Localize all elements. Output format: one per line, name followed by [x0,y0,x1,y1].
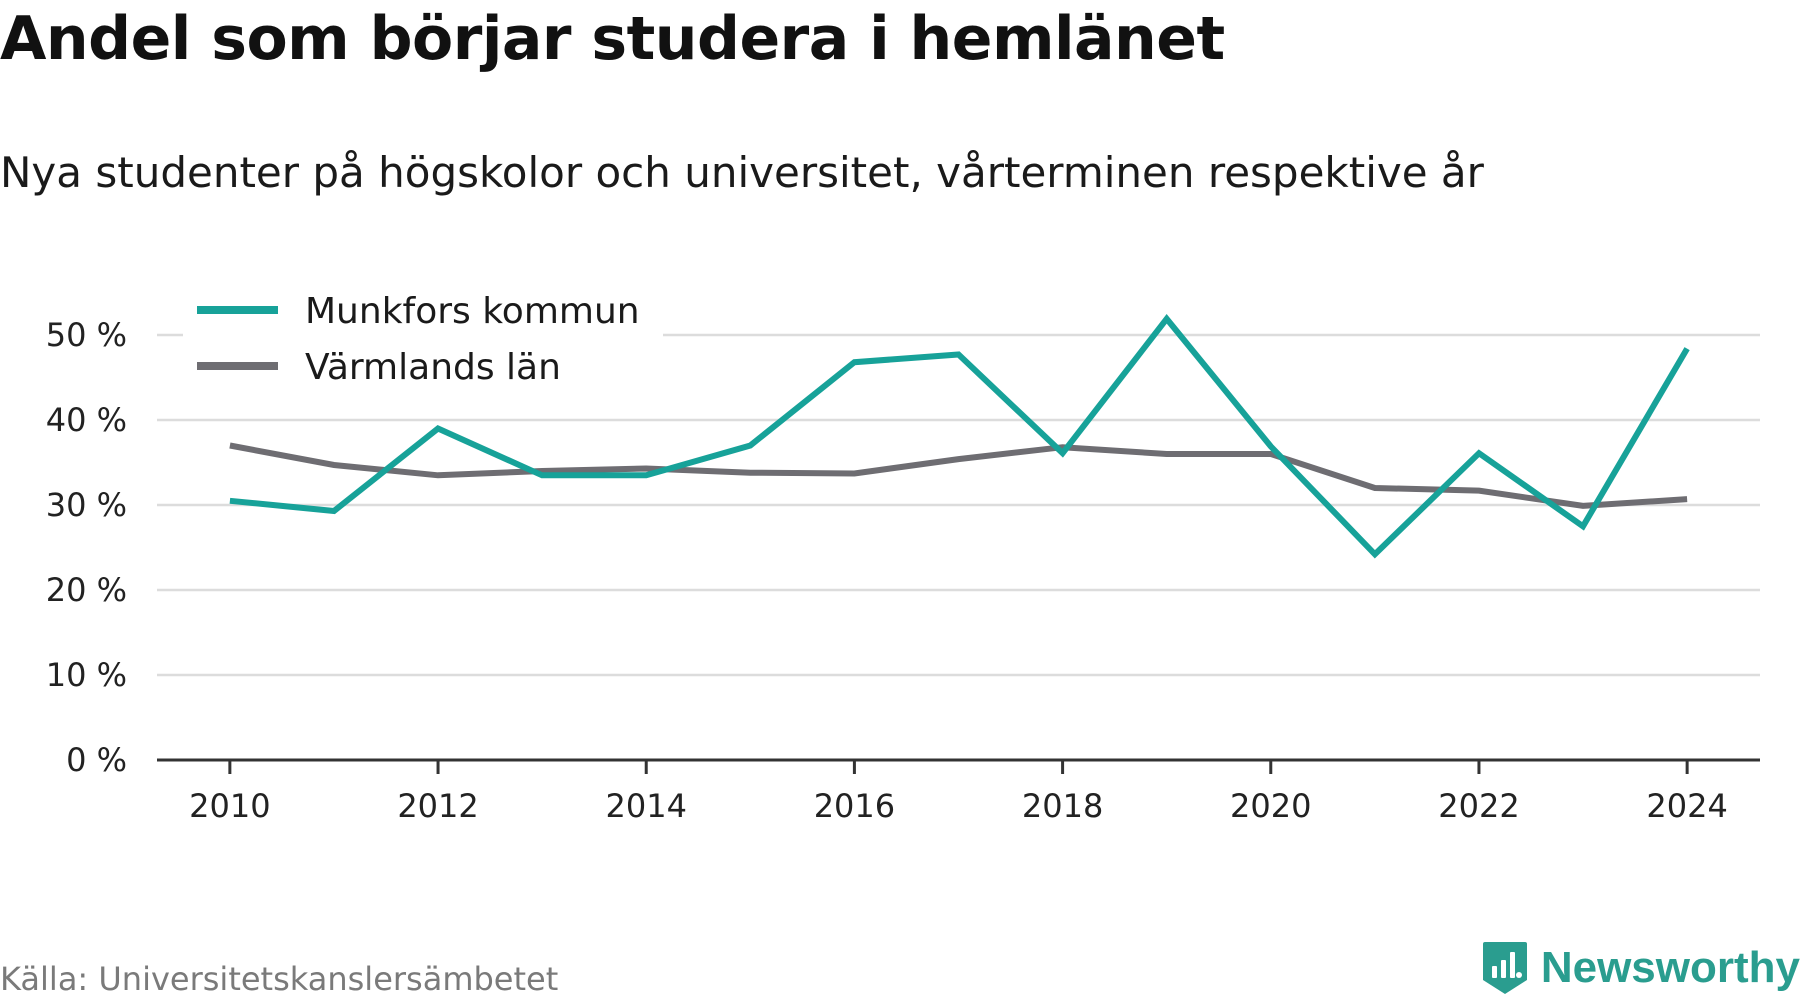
x-tick-label: 2022 [1438,787,1519,825]
source-note: Källa: Universitetskanslersämbetet [0,960,559,998]
brand-logo: Newsworthy [1481,940,1800,996]
chart-title: Andel som börjar studera i hemlänet [0,4,1225,74]
line-chart: 0 % 10 % 20 % 30 % 40 % 50 % 2010 2012 2014 2016 2… [45,285,1760,825]
y-tick-label: 20 % [46,571,127,609]
x-tick-label: 2012 [397,787,478,825]
legend-box [183,285,663,397]
chart-subtitle: Nya studenter på högskolor och universit… [0,148,1484,197]
series-line-värmlands-län [229,442,1688,509]
y-tick-label: 0 % [66,741,127,779]
x-tick-label: 2010 [189,787,270,825]
newsworthy-logo-icon [1482,942,1527,994]
y-tick-label: 10 % [46,656,127,694]
x-tick-label: 2020 [1230,787,1311,825]
x-tick-label: 2014 [606,787,687,825]
series-line-munkfors-kommun [229,313,1690,559]
legend-label: Värmlands län [305,347,561,388]
x-tick-label: 2024 [1646,787,1727,825]
x-tick-label: 2016 [814,787,895,825]
legend-label: Munkfors kommun [305,291,640,332]
y-tick-label: 30 % [46,486,127,524]
y-tick-label: 50 % [46,316,127,354]
y-tick-label: 40 % [46,401,127,439]
brand-name: Newsworthy [1540,943,1800,992]
x-tick-label: 2018 [1022,787,1103,825]
